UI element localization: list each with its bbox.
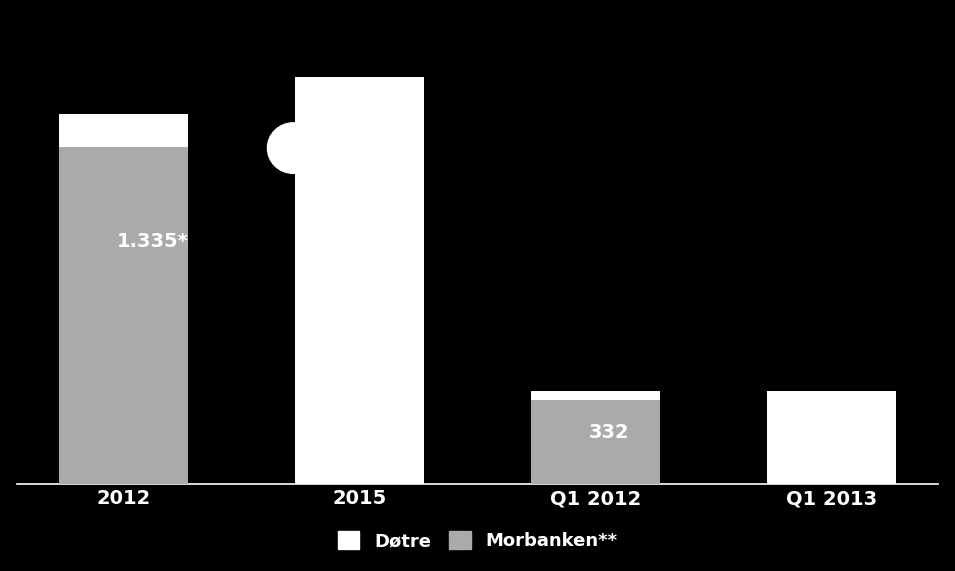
Bar xyxy=(58,147,188,484)
Text: 332: 332 xyxy=(588,423,629,442)
Text: 1.335*: 1.335* xyxy=(117,232,188,251)
Bar xyxy=(531,391,661,400)
Bar xyxy=(531,400,661,484)
Bar xyxy=(58,114,188,147)
Bar xyxy=(767,391,897,484)
Legend: Døtre, Morbanken**: Døtre, Morbanken** xyxy=(329,522,626,560)
Ellipse shape xyxy=(267,123,319,174)
Bar xyxy=(294,77,424,484)
